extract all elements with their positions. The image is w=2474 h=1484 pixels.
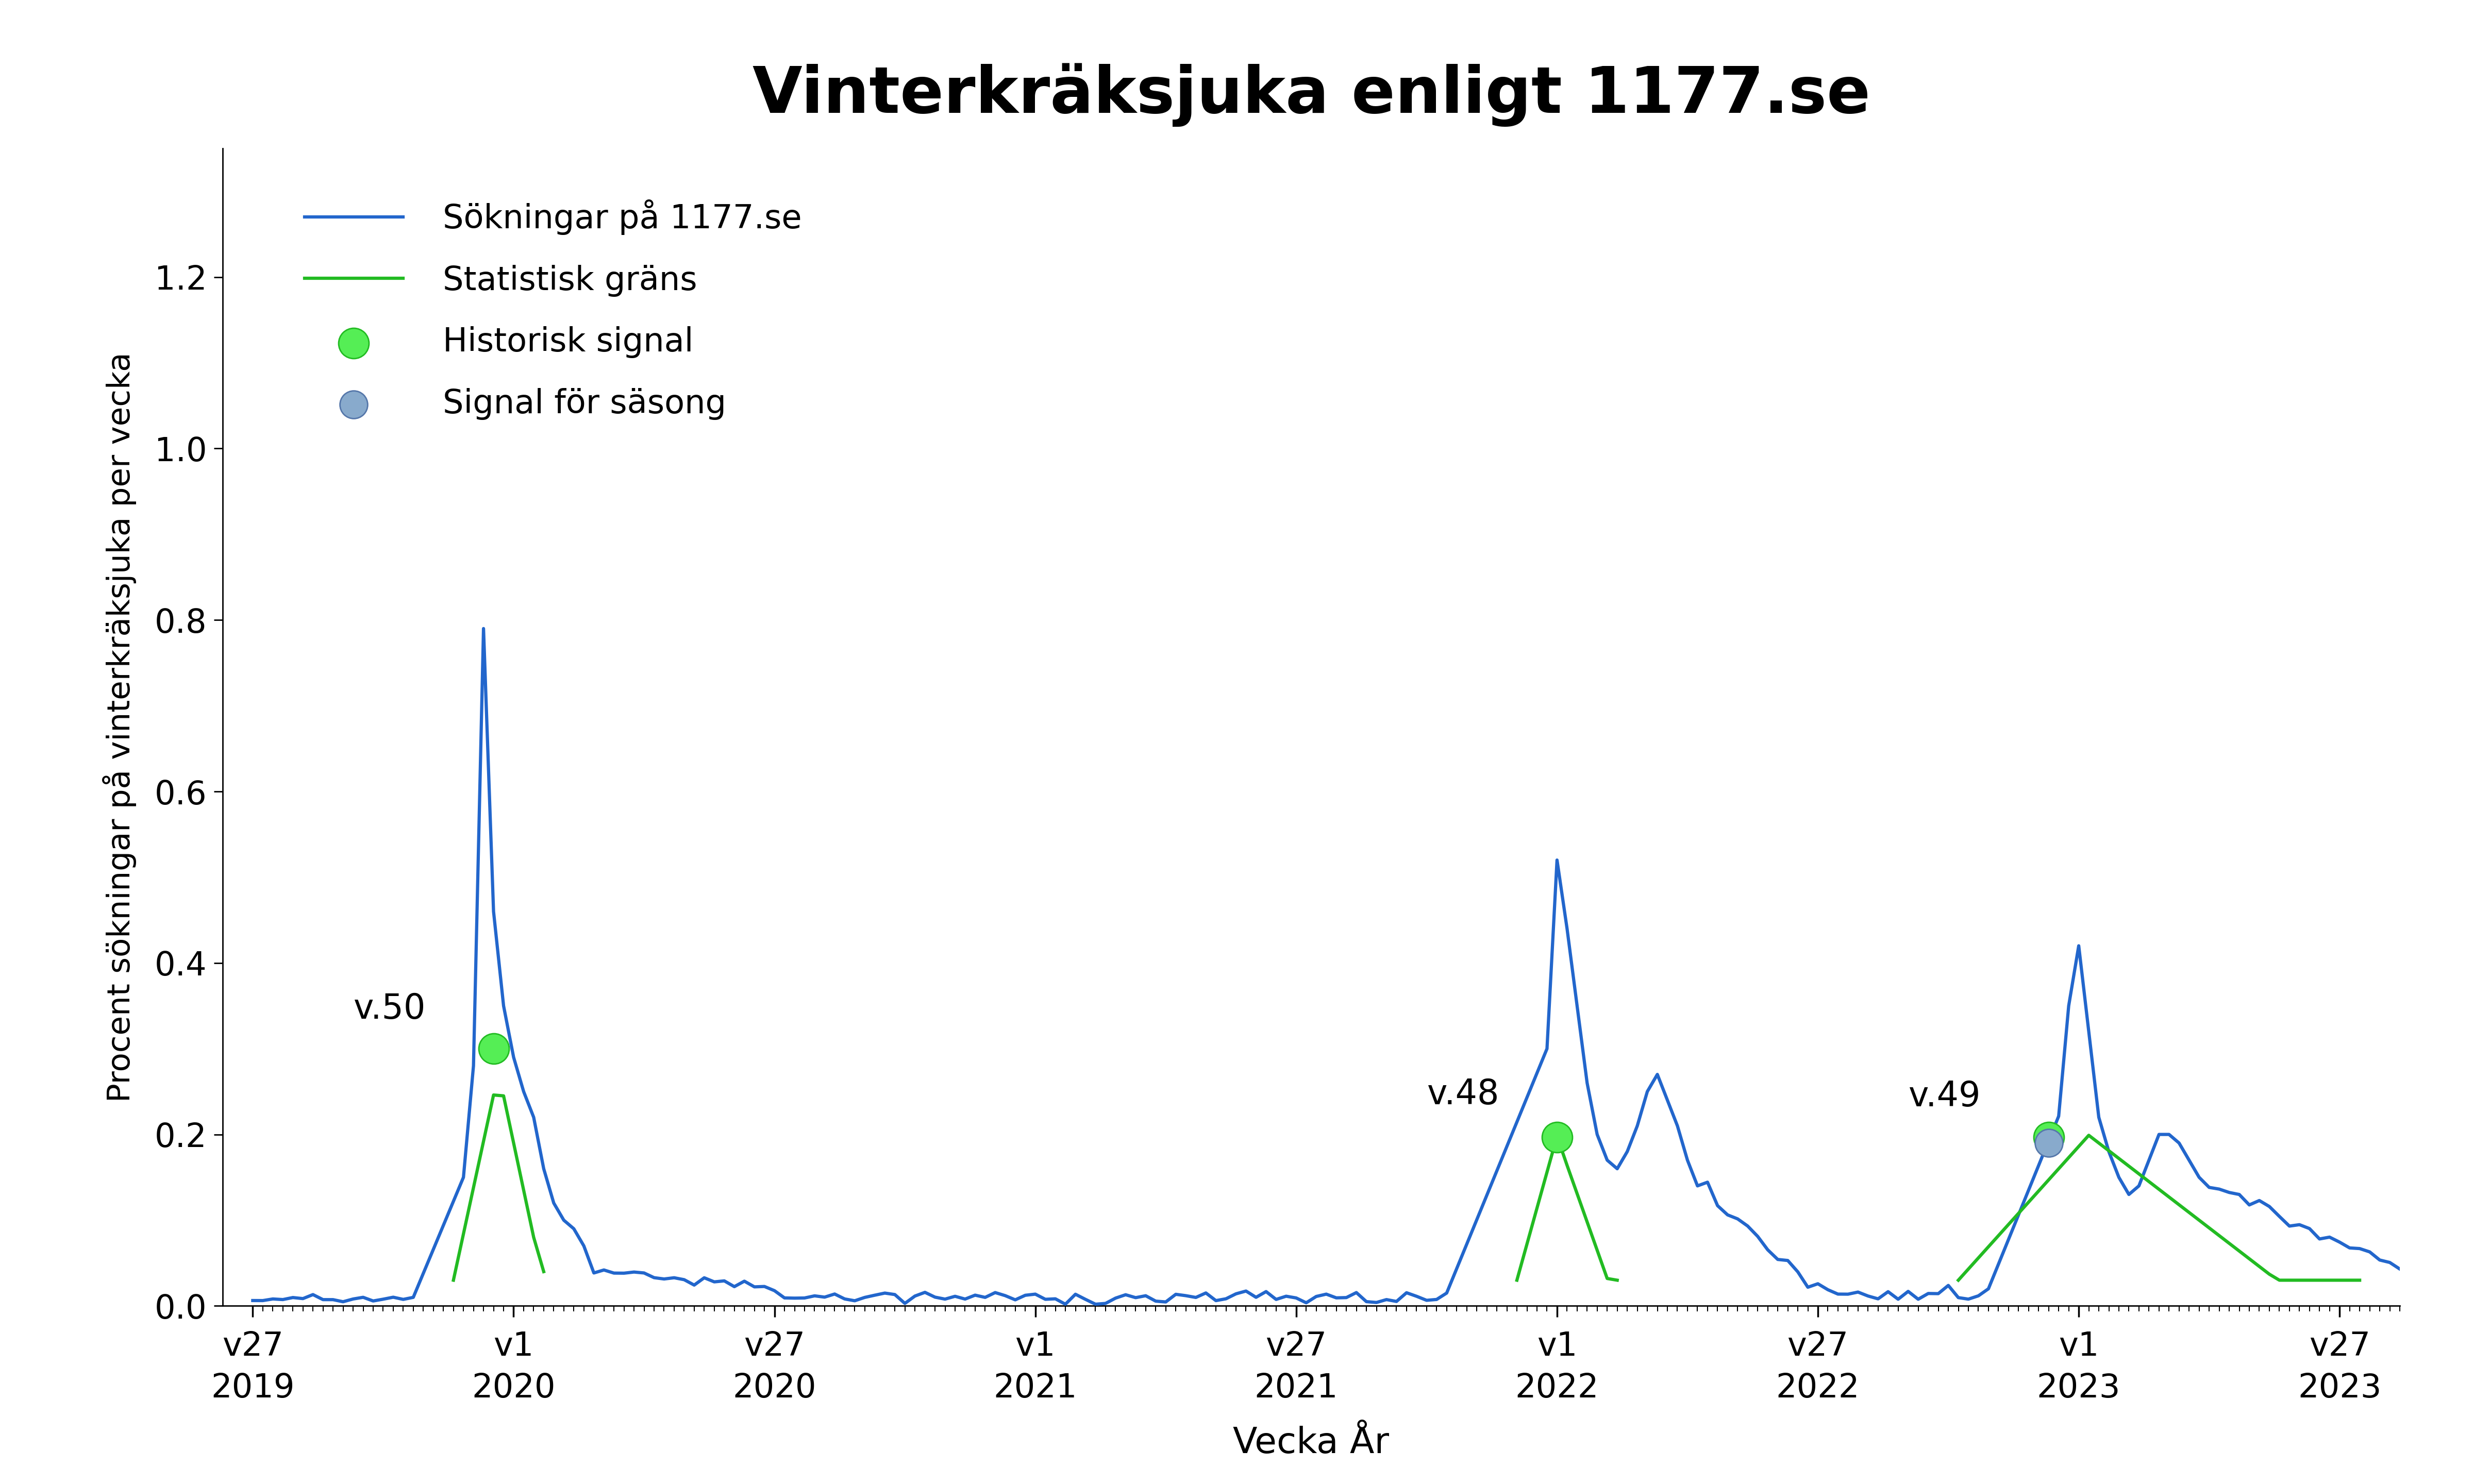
Sökningar på 1177.se xyxy=(359,1293,388,1310)
Historisk signal xyxy=(1536,1125,1576,1149)
Signal för säsong xyxy=(2029,1131,2068,1155)
Statistisk gräns xyxy=(438,1272,468,1290)
Sökningar på 1177.se xyxy=(861,1287,891,1304)
Statistisk gräns xyxy=(500,1134,529,1152)
Sökningar på 1177.se xyxy=(990,1287,1019,1304)
Title: Vinterkräksjuka enligt 1177.se: Vinterkräksjuka enligt 1177.se xyxy=(752,62,1870,126)
Statistisk gräns xyxy=(510,1181,539,1199)
Statistisk gräns xyxy=(468,1132,497,1150)
Statistisk gräns xyxy=(458,1178,487,1196)
Y-axis label: Procent sökningar på vinterkräksjuka per vecka: Procent sökningar på vinterkräksjuka per… xyxy=(101,352,136,1103)
Statistisk gräns xyxy=(490,1086,520,1104)
Text: v.50: v.50 xyxy=(354,991,426,1025)
Statistisk gräns xyxy=(520,1229,549,1247)
Sökningar på 1177.se xyxy=(1883,1290,1912,1307)
Statistisk gräns xyxy=(448,1224,477,1242)
Sökningar på 1177.se xyxy=(510,1083,539,1101)
Sökningar på 1177.se xyxy=(2385,1260,2415,1278)
Legend: Sökningar på 1177.se, Statistisk gräns, Historisk signal, Signal för säsong: Sökningar på 1177.se, Statistisk gräns, … xyxy=(304,199,802,420)
Text: v.48: v.48 xyxy=(1427,1077,1499,1112)
Line: Sökningar på 1177.se: Sökningar på 1177.se xyxy=(252,629,2400,1304)
Historisk signal xyxy=(473,1037,512,1061)
Sökningar på 1177.se xyxy=(238,1291,267,1309)
X-axis label: Vecka År: Vecka År xyxy=(1232,1426,1390,1460)
Text: v.49: v.49 xyxy=(1907,1079,1982,1113)
Sökningar på 1177.se xyxy=(1111,1285,1141,1303)
Sökningar på 1177.se xyxy=(468,620,497,638)
Sökningar på 1177.se xyxy=(1051,1296,1081,1313)
Historisk signal xyxy=(2029,1125,2068,1149)
Statistisk gräns xyxy=(529,1263,559,1281)
Statistisk gräns xyxy=(477,1086,507,1104)
Line: Statistisk gräns: Statistisk gräns xyxy=(453,1095,544,1281)
